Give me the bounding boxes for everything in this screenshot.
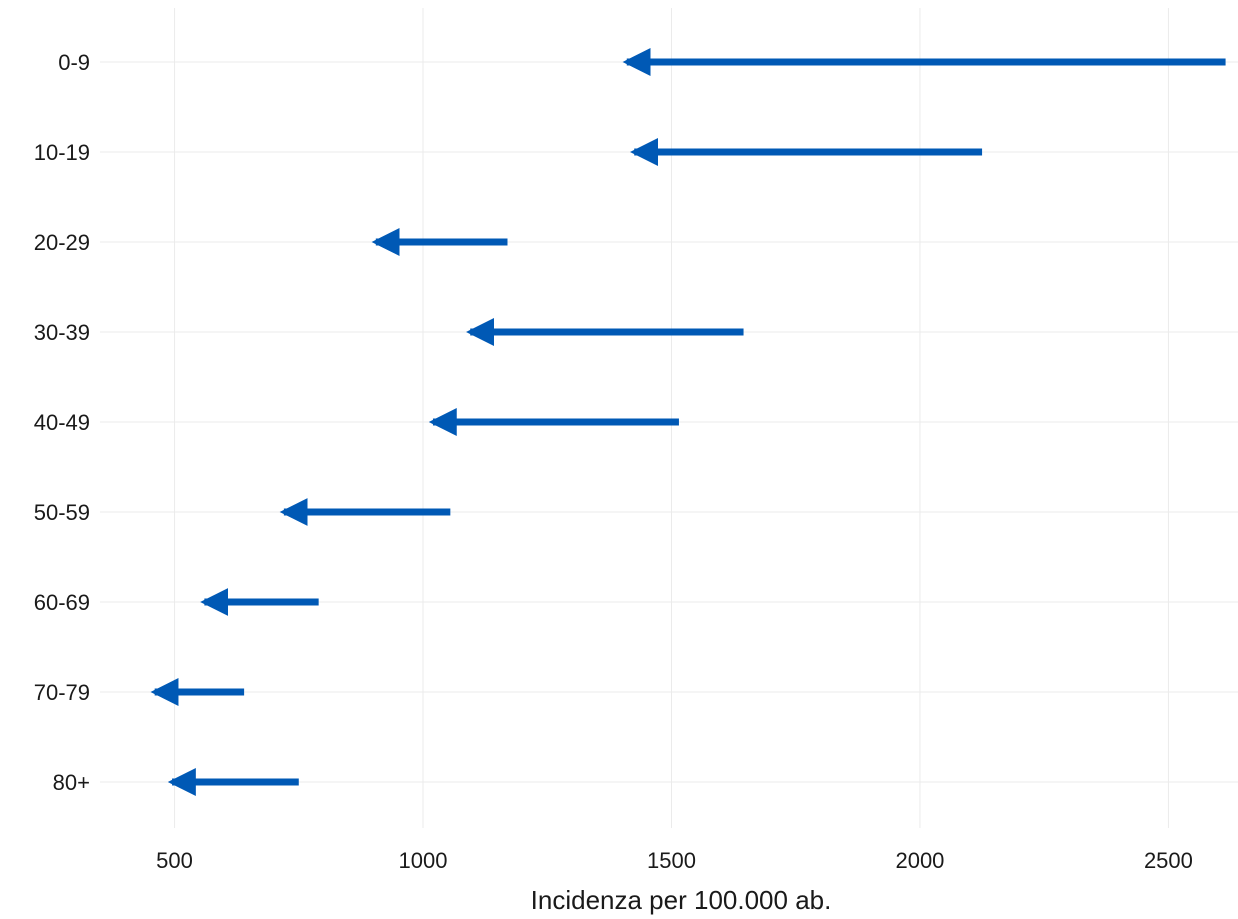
y-category-label: 80+ (53, 770, 90, 795)
y-category-label: 50-59 (34, 500, 90, 525)
y-category-label: 20-29 (34, 230, 90, 255)
y-category-label: 60-69 (34, 590, 90, 615)
y-category-label: 30-39 (34, 320, 90, 345)
grid-layer (100, 8, 1238, 828)
x-tick-label: 1000 (399, 848, 448, 873)
x-tick-label: 1500 (647, 848, 696, 873)
x-tick-label: 2500 (1144, 848, 1193, 873)
x-axis-title: Incidenza per 100.000 ab. (531, 885, 832, 915)
labels-layer: 500 1000 1500 2000 2500 0-9 10-19 20-29 30-39 40-… (34, 50, 1193, 873)
y-category-label: 10-19 (34, 140, 90, 165)
x-tick-label: 2000 (895, 848, 944, 873)
x-tick-label: 500 (156, 848, 193, 873)
y-category-label: 0-9 (58, 50, 90, 75)
arrows-layer (150, 48, 1226, 796)
y-category-label: 70-79 (34, 680, 90, 705)
y-category-label: 40-49 (34, 410, 90, 435)
